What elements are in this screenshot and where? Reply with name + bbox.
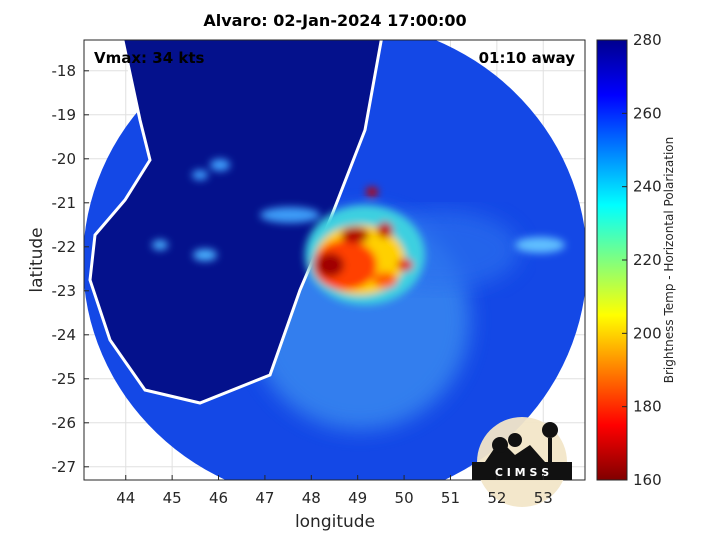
x-tick-label: 50 (395, 489, 414, 507)
colorbar-label: Brightness Temp - Horizontal Polarizatio… (662, 137, 676, 384)
x-tick-label: 49 (348, 489, 367, 507)
y-tick-label: -19 (52, 106, 77, 124)
annotation: Vmax: 34 kts (94, 49, 204, 67)
logo-text: C I M S S (495, 466, 549, 479)
y-tick-label: -20 (52, 150, 77, 168)
colorbar-tick-label: 180 (633, 398, 662, 416)
satellite-image (84, 40, 585, 480)
x-tick-label: 44 (116, 489, 135, 507)
colorbar-tick-label: 200 (633, 324, 662, 342)
land (90, 40, 382, 403)
x-tick-label: 47 (255, 489, 274, 507)
x-tick-label: 48 (302, 489, 321, 507)
annotation: 01:10 away (479, 49, 576, 67)
x-tick-label: 45 (163, 489, 182, 507)
y-tick-label: -27 (52, 458, 77, 476)
colorbar-tick-label: 160 (633, 471, 662, 489)
colorbar-tick-label: 280 (633, 31, 662, 49)
chart-title: Alvaro: 02-Jan-2024 17:00:00 (203, 11, 466, 30)
y-tick-label: -25 (52, 370, 77, 388)
y-tick-label: -26 (52, 414, 77, 432)
colorbar-tick-label: 220 (633, 251, 662, 269)
x-tick-label: 46 (209, 489, 228, 507)
x-tick-label: 51 (441, 489, 460, 507)
y-tick-label: -22 (52, 238, 77, 256)
colorbar-tick-label: 240 (633, 178, 662, 196)
x-axis-label: longitude (295, 512, 375, 532)
x-tick-label: 52 (487, 489, 506, 507)
y-axis-label: latitude (27, 227, 47, 292)
colorbar-tick-label: 260 (633, 104, 662, 122)
y-tick-label: -18 (52, 62, 77, 80)
y-tick-label: -21 (52, 194, 77, 212)
y-tick-label: -23 (52, 282, 77, 300)
x-tick-label: 53 (534, 489, 553, 507)
plot-frame (83, 39, 586, 481)
y-tick-label: -24 (52, 326, 77, 344)
